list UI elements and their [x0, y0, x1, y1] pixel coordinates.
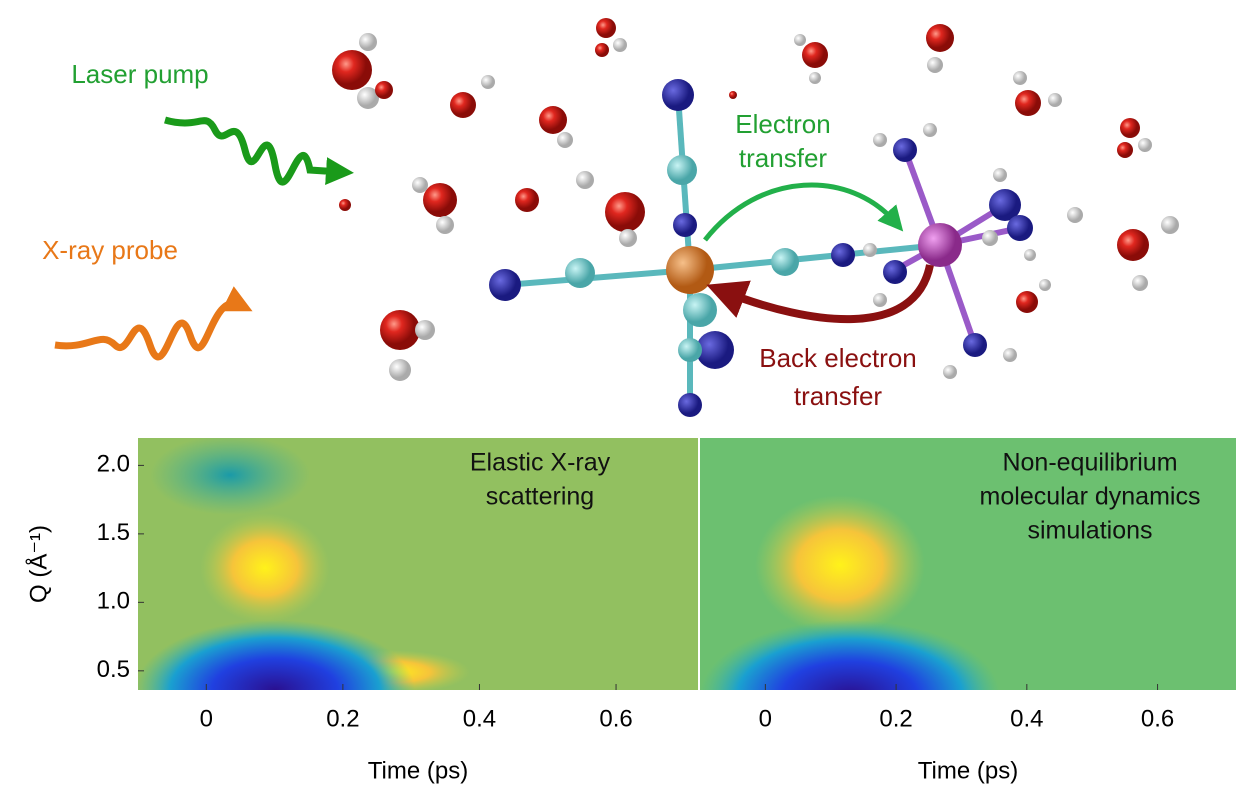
- annotation: molecular dynamics: [980, 483, 1201, 511]
- x-tick-label: 0.2: [326, 705, 359, 732]
- annotation: Non-equilibrium: [1002, 449, 1177, 477]
- x-tick-label: 0: [759, 705, 772, 732]
- x-tick-label: 0.6: [1141, 705, 1174, 732]
- x-axis-label: Time (ps): [368, 757, 468, 784]
- x-tick-label: 0.6: [599, 705, 632, 732]
- label-xray-probe: X-ray probe: [42, 235, 178, 265]
- y-tick-label: 1.0: [97, 588, 130, 615]
- x-axis-label: Time (ps): [918, 757, 1018, 784]
- label-back-electron-transfer: Back electron: [759, 343, 917, 373]
- annotation: simulations: [1027, 517, 1152, 545]
- label-laser-pump: Laser pump: [71, 59, 208, 89]
- label-electron-transfer: transfer: [739, 143, 827, 173]
- figure: Laser pump X-ray probe Electron transfer…: [0, 0, 1236, 789]
- annotation: Elastic X-ray: [470, 449, 611, 477]
- x-tick-label: 0.4: [463, 705, 496, 732]
- y-tick-label: 2.0: [97, 451, 130, 478]
- label-electron-transfer: Electron: [735, 109, 830, 139]
- molecule-illustration: Laser pump X-ray probe Electron transfer…: [42, 18, 1179, 417]
- x-tick-label: 0: [200, 705, 213, 732]
- y-tick-label: 0.5: [97, 656, 130, 683]
- y-axis-label: Q (Å⁻¹): [24, 525, 52, 603]
- label-back-electron-transfer: transfer: [794, 381, 882, 411]
- x-tick-label: 0.4: [1010, 705, 1043, 732]
- x-tick-label: 0.2: [879, 705, 912, 732]
- annotation: scattering: [486, 483, 594, 511]
- y-tick-label: 1.5: [97, 519, 130, 546]
